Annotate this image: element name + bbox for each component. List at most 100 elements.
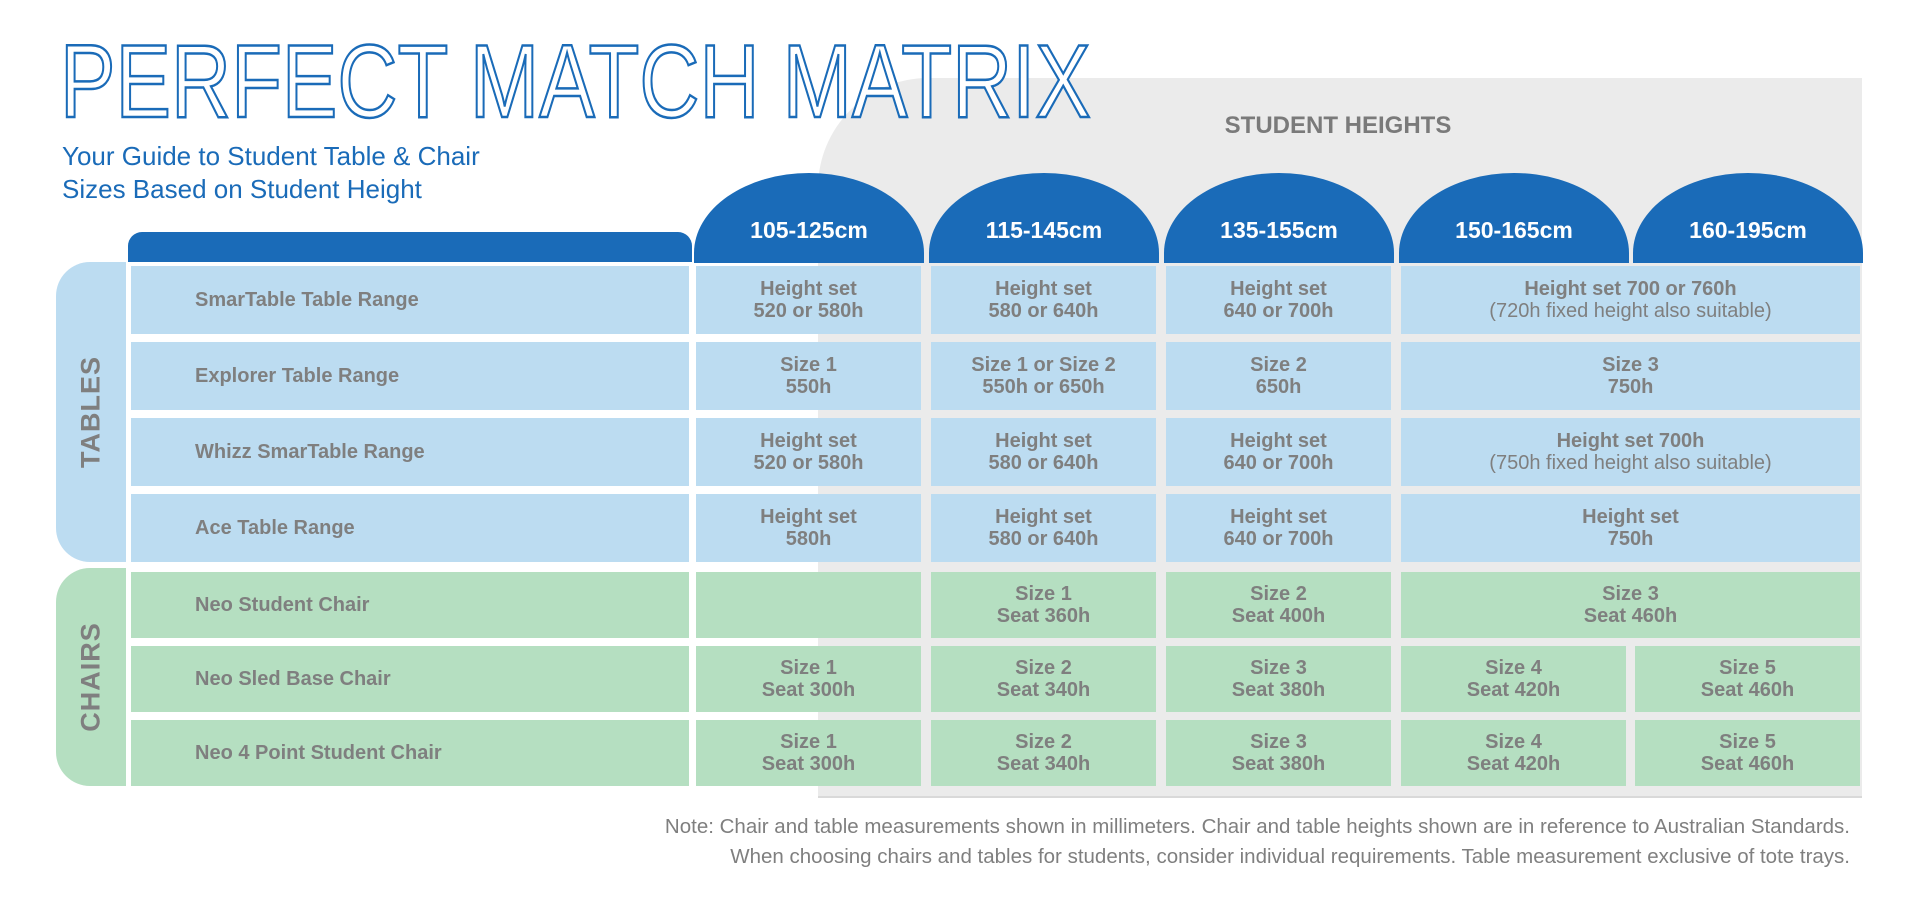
- cell-line: Seat 380h: [1231, 753, 1326, 775]
- chair-cell: Size 1 Seat 300h: [696, 720, 921, 786]
- cell-line: Height set: [1230, 278, 1327, 300]
- cell-line: Height set: [1230, 430, 1327, 452]
- row-header-bar: [128, 232, 692, 262]
- row-label-explorer: Explorer Table Range: [131, 342, 689, 410]
- cell-line: 550h or 650h: [982, 376, 1105, 398]
- cell-line: 580 or 640h: [988, 528, 1099, 550]
- cell-line: (720h fixed height also suitable): [1489, 300, 1772, 322]
- tables-group-tab: TABLES: [56, 262, 126, 562]
- student-heights-title: STUDENT HEIGHTS: [1224, 112, 1452, 139]
- footnote-line-2: When choosing chairs and tables for stud…: [730, 845, 1850, 868]
- column-header-label: 160-195cm: [1689, 217, 1807, 243]
- cell-line: 580 or 640h: [988, 452, 1099, 474]
- table-cell: Height set 750h: [1401, 494, 1860, 562]
- row-label-neo-sled-base-chair: Neo Sled Base Chair: [131, 646, 689, 712]
- cell-line: 650h: [1255, 376, 1302, 398]
- table-cell: Height set 520 or 580h: [696, 266, 921, 334]
- table-cell: Size 3 750h: [1401, 342, 1860, 410]
- chair-cell: Size 1 Seat 360h: [931, 572, 1156, 638]
- cell-line: Seat 420h: [1466, 753, 1561, 775]
- chair-cell: Size 1 Seat 300h: [696, 646, 921, 712]
- cell-line: Seat 380h: [1231, 679, 1326, 701]
- column-header-label: 105-125cm: [750, 217, 868, 243]
- chair-cell: Size 4 Seat 420h: [1401, 720, 1626, 786]
- footnote-line-1: Note: Chair and table measurements shown…: [664, 815, 1850, 838]
- table-cell: Size 1 550h: [696, 342, 921, 410]
- column-header-label: 115-145cm: [985, 217, 1103, 243]
- chair-cell: Size 5 Seat 460h: [1635, 646, 1860, 712]
- cell-line: Seat 340h: [996, 679, 1091, 701]
- chair-cell: Size 3 Seat 460h: [1401, 572, 1860, 638]
- chair-cell: Size 3 Seat 380h: [1166, 720, 1391, 786]
- cell-line: Seat 400h: [1231, 605, 1326, 627]
- cell-line: 750h: [1607, 528, 1654, 550]
- cell-line: 520 or 580h: [753, 300, 864, 322]
- cell-line: Height set: [760, 278, 857, 300]
- cell-line: Seat 460h: [1583, 605, 1678, 627]
- cell-line: Size 2: [1250, 583, 1307, 605]
- cell-line: Height set: [995, 278, 1092, 300]
- cell-line: Size 3: [1250, 731, 1307, 753]
- page-title: PERFECT MATCH MATRIX: [59, 24, 1092, 140]
- cell-line: Seat 460h: [1700, 753, 1795, 775]
- cell-line: Height set: [1582, 506, 1679, 528]
- table-cell: Height set 580 or 640h: [931, 266, 1156, 334]
- subtitle-line-1: Your Guide to Student Table & Chair: [62, 141, 480, 171]
- cell-line: Size 4: [1485, 657, 1542, 679]
- chair-cell: Size 2 Seat 400h: [1166, 572, 1391, 638]
- cell-line: Size 3: [1250, 657, 1307, 679]
- chairs-group-label: CHAIRS: [75, 622, 106, 732]
- cell-line: (750h fixed height also suitable): [1489, 452, 1772, 474]
- row-label-whizz: Whizz SmarTable Range: [131, 418, 689, 486]
- row-label-ace: Ace Table Range: [131, 494, 689, 562]
- cell-line: 520 or 580h: [753, 452, 864, 474]
- chair-cell: Size 4 Seat 420h: [1401, 646, 1626, 712]
- chair-cell: Size 5 Seat 460h: [1635, 720, 1860, 786]
- row-label-neo-student-chair: Neo Student Chair: [131, 572, 689, 638]
- table-cell: Height set 580 or 640h: [931, 494, 1156, 562]
- column-header-label: 135-155cm: [1220, 217, 1338, 243]
- cell-line: Size 1 or Size 2: [971, 354, 1116, 376]
- table-cell: Height set 700h (750h fixed height also s…: [1401, 418, 1860, 486]
- cell-line: Seat 420h: [1466, 679, 1561, 701]
- cell-line: 640 or 700h: [1223, 452, 1334, 474]
- cell-line: Size 2: [1015, 731, 1072, 753]
- cell-line: Seat 300h: [761, 753, 856, 775]
- row-label-neo-4-point-chair: Neo 4 Point Student Chair: [131, 720, 689, 786]
- cell-line: Height set: [760, 506, 857, 528]
- cell-line: Seat 460h: [1700, 679, 1795, 701]
- cell-line: Size 1: [780, 731, 837, 753]
- cell-line: Height set 700 or 760h: [1524, 278, 1737, 300]
- table-cell: Height set 640 or 700h: [1166, 418, 1391, 486]
- cell-line: Size 1: [1015, 583, 1072, 605]
- cell-line: Size 3: [1602, 354, 1659, 376]
- cell-line: Height set 700h: [1556, 430, 1705, 452]
- table-cell: Height set 580h: [696, 494, 921, 562]
- table-cell: Size 1 or Size 2 550h or 650h: [931, 342, 1156, 410]
- chairs-group-tab: CHAIRS: [56, 568, 126, 786]
- table-cell: Height set 700 or 760h (720h fixed height…: [1401, 266, 1860, 334]
- cell-line: Size 4: [1485, 731, 1542, 753]
- cell-line: Size 2: [1250, 354, 1307, 376]
- chair-cell-empty: [696, 572, 921, 638]
- cell-line: 580h: [785, 528, 832, 550]
- tables-group-label: TABLES: [75, 356, 106, 468]
- cell-line: Height set: [995, 430, 1092, 452]
- table-cell: Height set 580 or 640h: [931, 418, 1156, 486]
- divider-line: [818, 796, 1862, 798]
- column-header-label: 150-165cm: [1455, 217, 1573, 243]
- cell-line: Size 1: [780, 657, 837, 679]
- table-cell: Height set 640 or 700h: [1166, 266, 1391, 334]
- column-header-135-155: 135-155cm: [1164, 173, 1394, 263]
- cell-line: Seat 300h: [761, 679, 856, 701]
- cell-line: 640 or 700h: [1223, 528, 1334, 550]
- cell-line: 750h: [1607, 376, 1654, 398]
- cell-line: Size 5: [1719, 657, 1776, 679]
- cell-line: Seat 360h: [996, 605, 1091, 627]
- chair-cell: Size 2 Seat 340h: [931, 646, 1156, 712]
- cell-line: Size 5: [1719, 731, 1776, 753]
- cell-line: Size 2: [1015, 657, 1072, 679]
- row-label-smartable: SmarTable Table Range: [131, 266, 689, 334]
- cell-line: 640 or 700h: [1223, 300, 1334, 322]
- cell-line: Height set: [995, 506, 1092, 528]
